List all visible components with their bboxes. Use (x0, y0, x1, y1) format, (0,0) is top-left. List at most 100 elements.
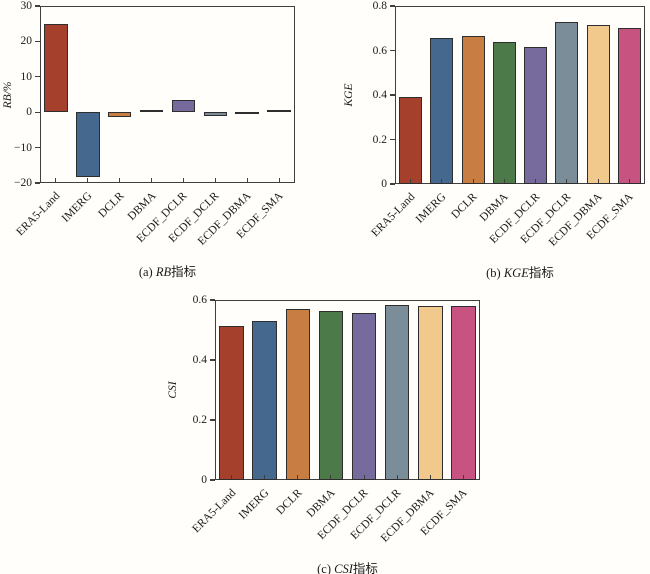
y-tick (210, 419, 215, 421)
y-tick (210, 359, 215, 361)
x-tick (535, 179, 537, 183)
bar-dclr (107, 112, 132, 118)
bar-ecdf-dclr (384, 305, 410, 480)
y-tick-label: 10 (20, 70, 33, 83)
y-tick (210, 299, 215, 301)
y-tick (35, 5, 40, 7)
x-tick (363, 475, 365, 479)
plot-box-rb (40, 6, 295, 183)
bar-ecdf-dbma (235, 112, 259, 115)
x-tick (278, 178, 280, 182)
x-tick (429, 475, 431, 479)
x-tick (597, 179, 599, 183)
bar-era5-land (44, 24, 68, 113)
y-tick (390, 138, 395, 141)
caption-prefix: (c) (317, 562, 335, 574)
bar-ecdf-dclr (524, 47, 548, 184)
bar-ecdf-dclr (171, 99, 196, 113)
caption-metric: CSI (334, 562, 353, 574)
x-tick (182, 178, 184, 182)
y-tick-label: 0.6 (192, 294, 207, 306)
x-tick (87, 178, 89, 182)
y-tick-label: 0 (201, 474, 207, 486)
x-tick (410, 179, 412, 183)
bar-ecdf-dbma (418, 306, 443, 480)
y-tick-label: 0 (26, 106, 32, 119)
y-tick-label: 0.4 (372, 89, 387, 101)
y-tick-label: −20 (14, 177, 32, 189)
bar-ecdf-dclr (351, 312, 377, 480)
x-tick (119, 178, 121, 182)
x-tick (231, 475, 233, 479)
chart-rb: 30 20 10 0 −10 −20 ERA5-Land IMERG DCLR DBMA ECDF_… (2, 0, 295, 279)
caption-suffix: 指标 (528, 266, 554, 280)
chart-csi: 0.6 0.4 0.2 0 ERA5-Land IMERG DCLR DBMA ECDF_DCL… (167, 294, 480, 574)
bar-imerg (252, 321, 277, 480)
bar-era5-land (399, 97, 423, 184)
bar-ecdf-sma (451, 306, 476, 480)
x-tick (628, 179, 630, 183)
y-tick-label: 0.4 (192, 354, 207, 366)
caption-kge: (b) KGE指标 (395, 262, 645, 281)
bar-imerg (76, 112, 100, 177)
bar-ecdf-sma (617, 28, 641, 184)
y-tick (390, 5, 395, 7)
y-tick-label: 30 (20, 0, 33, 12)
y-axis-label-kge: KGE (343, 83, 355, 107)
y-tick-label: −10 (14, 141, 32, 154)
y-axis-label-csi: CSI (167, 381, 179, 399)
bar-dbma (492, 41, 516, 184)
y-tick (35, 40, 40, 42)
bar-era5-land (219, 325, 244, 480)
x-tick (330, 475, 332, 479)
x-tick (246, 178, 248, 182)
y-tick (390, 183, 395, 185)
bar-dbma (318, 310, 344, 480)
y-tick (210, 479, 215, 481)
y-tick (390, 49, 395, 52)
x-tick (297, 475, 299, 479)
chart-kge: 0.8 0.6 0.4 0.2 0 ERA5-Land IMERG DCLR DBMA ECDF_… (343, 0, 645, 280)
plot-box-kge (395, 6, 645, 184)
bar-ecdf-sma (267, 110, 291, 113)
x-tick (503, 179, 505, 183)
bar-dclr (285, 309, 311, 480)
caption-suffix: 指标 (171, 265, 197, 279)
y-tick-label: 0.2 (372, 133, 387, 146)
y-tick-label: 0.6 (372, 44, 387, 57)
y-axis-label-rb: RB/% (2, 81, 14, 108)
caption-csi: (c) CSI指标 (215, 558, 480, 574)
y-tick (35, 147, 40, 149)
y-tick (35, 76, 40, 78)
bar-ecdf-dclr (203, 112, 228, 117)
caption-prefix: (a) (138, 265, 156, 279)
y-tick-label: 20 (20, 35, 33, 48)
bar-ecdf-dclr (555, 21, 579, 184)
x-tick (55, 178, 57, 182)
x-tick (472, 179, 474, 183)
x-tick (566, 179, 568, 183)
bar-dbma (139, 110, 164, 113)
bar-dclr (461, 36, 485, 184)
y-tick-label: 0 (381, 178, 387, 190)
caption-metric: KGE (503, 266, 529, 280)
caption-prefix: (b) (486, 266, 504, 280)
y-tick (35, 182, 40, 184)
x-tick (214, 178, 216, 182)
x-tick (264, 475, 266, 479)
caption-metric: RB (155, 265, 172, 279)
y-tick (390, 94, 395, 96)
x-tick (441, 179, 443, 183)
x-tick (396, 475, 398, 479)
caption-rb: (a) RB指标 (40, 261, 295, 280)
y-tick-label: 0.8 (372, 0, 387, 12)
y-tick-label: 0.2 (192, 414, 207, 426)
bar-imerg (430, 38, 454, 184)
bar-ecdf-dbma (586, 24, 610, 184)
caption-suffix: 指标 (352, 562, 378, 574)
y-tick (35, 111, 40, 113)
x-tick (151, 178, 153, 182)
plot-box-csi (215, 300, 480, 480)
x-tick (462, 475, 464, 479)
